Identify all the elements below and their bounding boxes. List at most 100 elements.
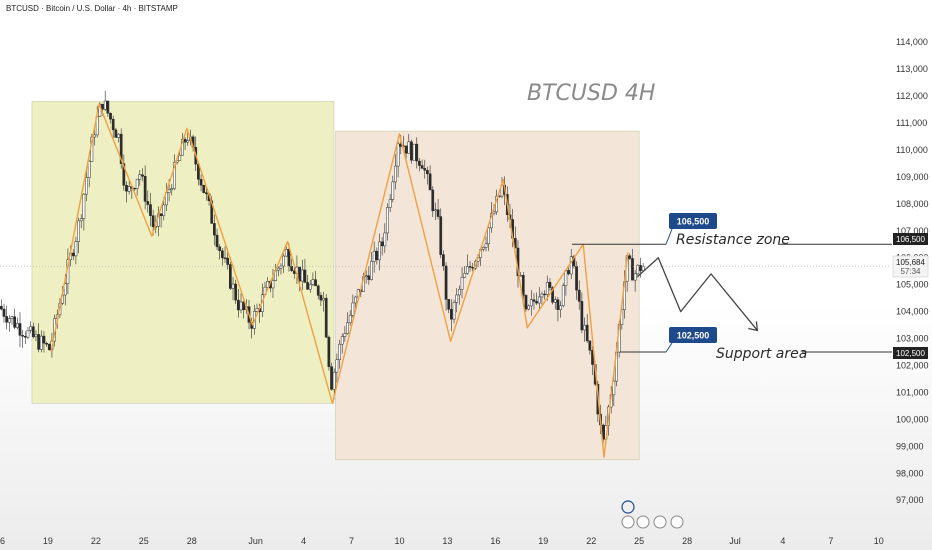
- candle: [633, 273, 637, 281]
- candle: [428, 173, 432, 191]
- candle: [412, 143, 416, 161]
- event-flag-icon[interactable]: [636, 515, 650, 529]
- candle: [466, 266, 469, 274]
- candle: [481, 247, 485, 250]
- x-tick-label: 19: [43, 536, 53, 546]
- candle: [183, 139, 187, 143]
- candle: [394, 165, 397, 183]
- event-flag-icon[interactable]: [653, 515, 667, 529]
- candle: [396, 143, 400, 167]
- candle: [279, 265, 283, 269]
- candle: [223, 257, 227, 259]
- event-flag-icon[interactable]: [670, 515, 684, 529]
- x-tick-label: 16: [490, 536, 500, 546]
- candle: [29, 326, 32, 331]
- candle: [173, 161, 176, 189]
- candle: [553, 299, 557, 303]
- candle: [149, 204, 152, 216]
- candle: [631, 258, 634, 281]
- x-tick-label: 4: [301, 536, 306, 546]
- y-tick-label: 114,000: [896, 37, 928, 47]
- candle: [311, 279, 315, 285]
- candle: [39, 335, 43, 350]
- candle: [151, 215, 155, 228]
- candle: [215, 234, 219, 248]
- candle: [202, 184, 206, 193]
- candle: [77, 220, 80, 242]
- projection-arrowhead: [748, 321, 759, 332]
- candle: [13, 316, 16, 328]
- candle: [521, 275, 525, 296]
- svg-text:102,500: 102,500: [896, 349, 925, 358]
- candle: [583, 324, 586, 331]
- candle: [242, 301, 246, 311]
- candle: [556, 299, 560, 310]
- candle: [524, 295, 528, 310]
- candle: [47, 343, 51, 351]
- candle: [367, 275, 371, 280]
- resistance-badge-label: 106,500: [677, 217, 710, 227]
- x-tick-label: 28: [187, 536, 197, 546]
- candle: [487, 227, 491, 245]
- candle: [133, 188, 136, 190]
- time-axis[interactable]: 16 19 22 25 28 Jun 4 7 10 13 16 19 22 25 28 Jul 4 7 10: [0, 536, 884, 546]
- candle: [23, 336, 27, 338]
- candle: [575, 266, 578, 291]
- candle: [146, 201, 150, 205]
- candle: [426, 170, 429, 175]
- candle: [442, 254, 445, 267]
- x-tick-label: 28: [682, 536, 692, 546]
- y-tick-label: 101,000: [896, 387, 929, 397]
- candle: [162, 204, 166, 216]
- candle: [375, 250, 379, 261]
- resistance-annotation[interactable]: 106,500 Resistance zone: [669, 213, 790, 248]
- candle: [7, 318, 11, 323]
- support-badge[interactable]: [669, 327, 717, 343]
- candle: [410, 141, 413, 161]
- candle: [588, 340, 592, 351]
- candle: [271, 280, 275, 289]
- candle: [138, 174, 142, 180]
- candle: [423, 168, 427, 171]
- candle: [335, 359, 339, 373]
- candle: [106, 100, 110, 114]
- candle: [15, 323, 19, 328]
- support-annotation[interactable]: 102,500 Support area: [669, 327, 807, 362]
- resistance-badge[interactable]: [669, 213, 717, 229]
- candle: [364, 275, 368, 277]
- range-boxes: [31, 101, 640, 461]
- event-icons[interactable]: [621, 500, 684, 529]
- candle: [170, 188, 174, 191]
- range-box: [335, 130, 640, 461]
- candle: [135, 178, 139, 189]
- candle: [439, 216, 443, 255]
- candle: [447, 299, 451, 310]
- candle: [231, 283, 235, 289]
- candle: [407, 141, 411, 154]
- candle: [300, 269, 304, 282]
- candle: [372, 250, 376, 262]
- candle: [2, 308, 6, 317]
- resistance-connector: [665, 228, 673, 245]
- candle: [314, 279, 317, 287]
- y-tick-label: 105,000: [896, 280, 929, 290]
- x-tick-label: 22: [91, 536, 101, 546]
- candle: [569, 256, 573, 275]
- candle: [636, 264, 640, 275]
- y-tick-label: 108,000: [896, 199, 929, 209]
- candle: [354, 296, 357, 304]
- event-flag-icon[interactable]: [621, 515, 635, 529]
- candle: [383, 232, 387, 247]
- candle: [236, 299, 240, 311]
- refresh-icon[interactable]: [621, 500, 635, 514]
- candle: [346, 322, 349, 334]
- x-tick-label: 16: [0, 536, 5, 546]
- candle: [306, 282, 309, 290]
- candle: [537, 296, 541, 304]
- candle: [628, 255, 632, 259]
- candle: [434, 209, 437, 212]
- candle: [5, 316, 9, 323]
- candle: [282, 255, 285, 267]
- candle: [444, 265, 448, 300]
